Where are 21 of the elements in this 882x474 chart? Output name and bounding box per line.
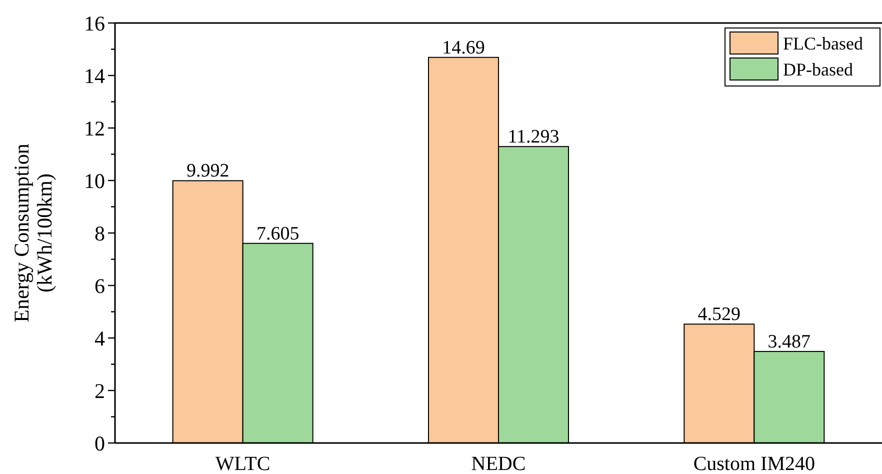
- y-tick-label: 8: [94, 221, 105, 246]
- y-tick-label: 6: [94, 274, 105, 298]
- y-tick-label: 16: [84, 11, 105, 36]
- data-label: 3.487: [768, 331, 811, 352]
- data-label: 7.605: [256, 223, 300, 244]
- x-tick-label: WLTC: [215, 453, 270, 474]
- legend-label: DP-based: [783, 59, 853, 80]
- data-label: 4.529: [698, 304, 741, 326]
- y-tick-label: 12: [84, 116, 105, 140]
- y-tick-label: 0: [94, 431, 105, 456]
- data-label: 9.992: [186, 160, 230, 182]
- x-tick-label: Custom IM240: [693, 453, 816, 474]
- y-tick-label: 2: [94, 378, 105, 403]
- y-tick-label: 4: [94, 326, 106, 350]
- legend-label: FLC-based: [783, 33, 863, 54]
- y-tick-label: 14: [84, 64, 106, 88]
- y-axis-title: Energy Consumption (kWh/100km): [9, 143, 57, 322]
- x-tick-label: NEDC: [471, 453, 526, 474]
- data-label: 14.69: [442, 37, 485, 58]
- data-label: 11.293: [508, 126, 560, 148]
- y-tick-label: 10: [84, 168, 105, 193]
